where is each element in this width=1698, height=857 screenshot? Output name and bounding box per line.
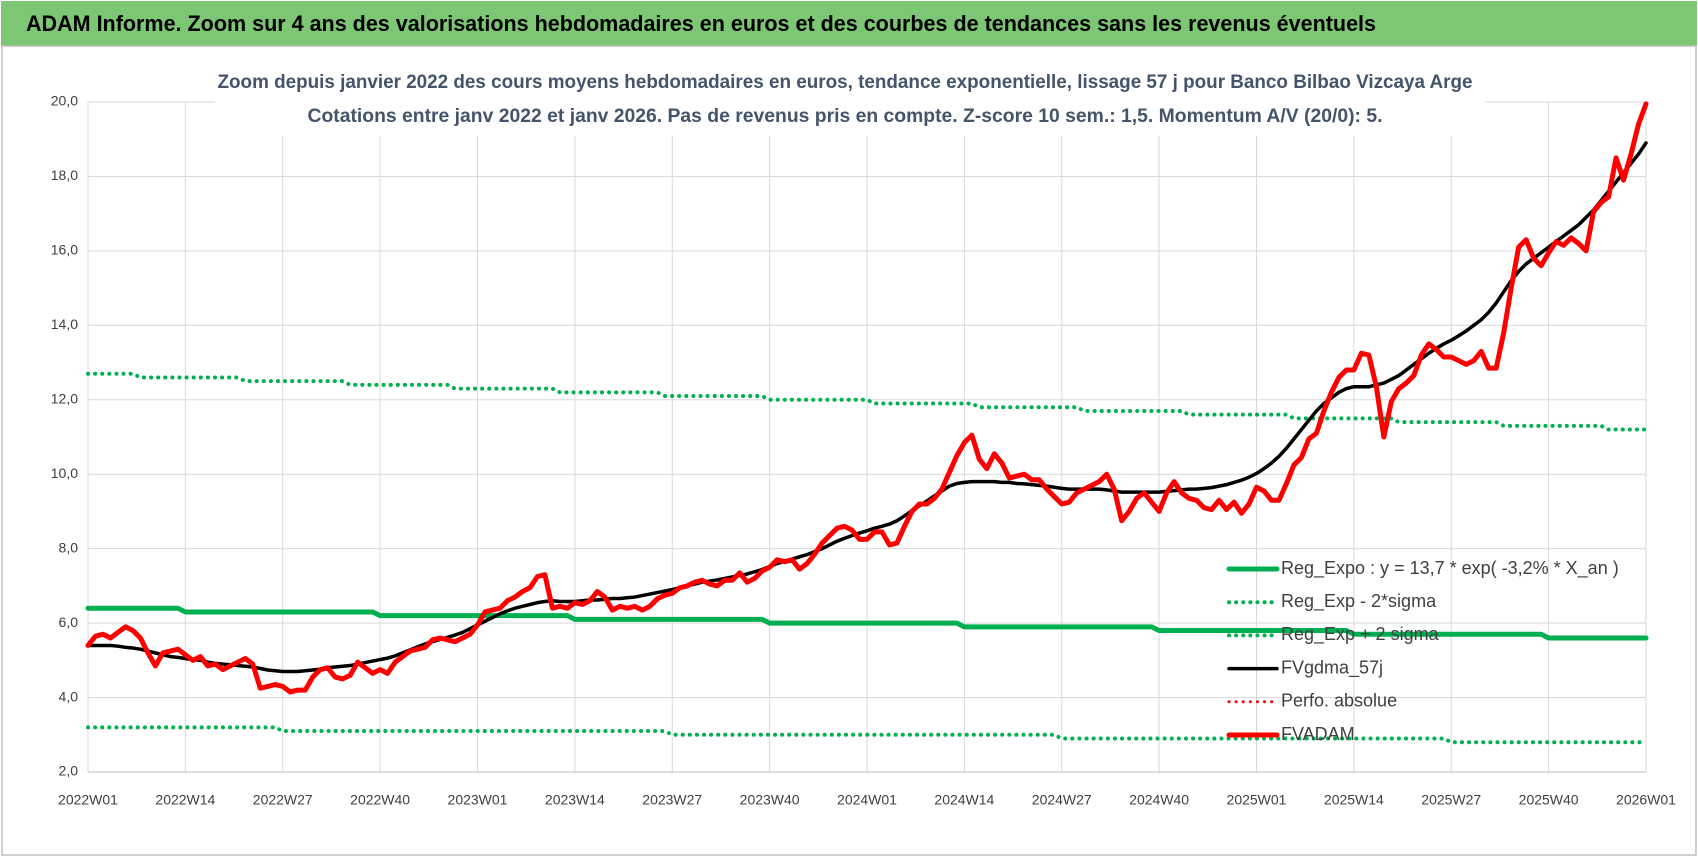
legend-label: Reg_Exp + 2 sigma — [1281, 624, 1440, 645]
series-line — [85, 605, 1649, 641]
y-tick-label: 16,0 — [51, 242, 78, 258]
legend-label: Perfo. absolue — [1281, 691, 1397, 711]
header-band — [1, 1, 1697, 46]
y-tick-label: 18,0 — [51, 167, 78, 183]
series-line — [86, 141, 1648, 674]
chart-subtitle: Cotations entre janv 2022 et janv 2026. … — [308, 106, 1383, 127]
x-tick-label: 2026W01 — [1616, 792, 1676, 808]
legend: Reg_Expo : y = 13,7 * exp( -3,2% * X_an … — [1226, 558, 1619, 744]
y-tick-label: 6,0 — [59, 614, 79, 630]
x-tick-label: 2023W14 — [545, 792, 605, 808]
x-tick-label: 2024W27 — [1032, 792, 1092, 808]
x-tick-label: 2023W40 — [740, 792, 800, 808]
y-tick-label: 12,0 — [51, 390, 78, 406]
legend-label: Reg_Exp - 2*sigma — [1281, 591, 1437, 612]
x-tick-label: 2024W40 — [1129, 792, 1189, 808]
legend-label: FVgdma_57j — [1281, 657, 1383, 678]
x-tick-label: 2022W14 — [155, 792, 215, 808]
x-tick-label: 2023W01 — [448, 792, 508, 808]
y-tick-label: 8,0 — [59, 539, 79, 555]
x-tick-label: 2023W27 — [642, 792, 702, 808]
y-tick-label: 14,0 — [51, 316, 78, 332]
plot: 2,0 4,0 6,0 8,0 10,0 12,0 14,0 16,0 18,0 20,0 2022… — [51, 93, 1676, 808]
x-tick-label: 2024W01 — [837, 792, 897, 808]
title-backdrop — [215, 66, 1485, 136]
legend-label: Reg_Expo : y = 13,7 * exp( -3,2% * X_an … — [1281, 558, 1619, 579]
x-tick-label: 2022W01 — [58, 792, 118, 808]
x-tick-label: 2025W14 — [1324, 792, 1384, 808]
y-tick-label: 20,0 — [51, 93, 78, 109]
legend-label: FVADAM — [1281, 724, 1355, 744]
chart-title: Zoom depuis janvier 2022 des cours moyen… — [218, 72, 1473, 93]
series-line — [85, 101, 1649, 695]
x-tick-label: 2025W01 — [1227, 792, 1287, 808]
header-title: ADAM Informe. Zoom sur 4 ans des valoris… — [26, 11, 1376, 36]
y-tick-label: 10,0 — [51, 465, 78, 481]
y-tick-label: 4,0 — [59, 688, 79, 704]
x-tick-label: 2025W27 — [1421, 792, 1481, 808]
y-tick-label: 2,0 — [59, 763, 79, 779]
x-tick-label: 2024W14 — [934, 792, 994, 808]
x-tick-label: 2022W40 — [350, 792, 410, 808]
x-tick-label: 2022W27 — [253, 792, 313, 808]
series-line — [86, 725, 1648, 745]
series-line — [86, 371, 1648, 432]
frame — [1, 45, 1697, 856]
x-tick-label: 2025W40 — [1519, 792, 1579, 808]
